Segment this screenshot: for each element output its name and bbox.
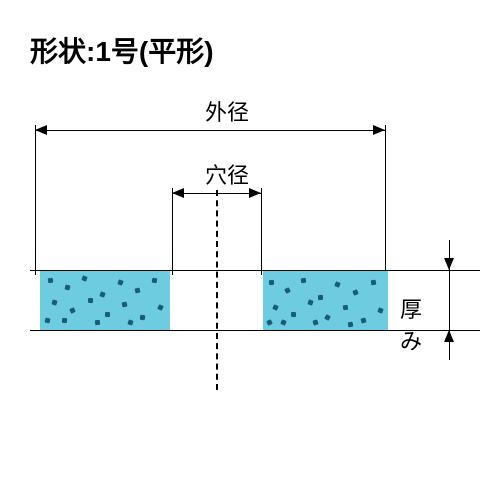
hole-diameter-label: 穴径 [205, 158, 249, 190]
speckle [88, 298, 93, 303]
speckle [45, 318, 51, 324]
thickness-label: 厚み [400, 292, 440, 356]
ext-line [35, 125, 36, 275]
diagram: 外径 穴径 厚み [20, 80, 440, 430]
wheel-section-right [263, 270, 388, 330]
center-axis-line [216, 190, 218, 390]
arrow-icon [35, 125, 47, 135]
speckle [134, 287, 140, 293]
speckle [284, 287, 291, 294]
diagram-title: 形状:1号(平形) [30, 30, 214, 70]
speckle [48, 278, 54, 284]
speckle [348, 322, 354, 328]
speckle [334, 281, 341, 288]
wheel-section-left [40, 270, 170, 330]
edge-line [30, 330, 480, 331]
speckle [280, 319, 287, 326]
arrow-icon [444, 330, 454, 342]
speckle [307, 299, 313, 305]
speckle [312, 319, 318, 325]
ext-line [172, 188, 173, 275]
speckle [127, 319, 133, 325]
speckle [266, 319, 273, 326]
speckle [157, 304, 164, 311]
speckle [360, 317, 366, 323]
outer-diameter-label: 外径 [205, 95, 249, 127]
speckle [81, 275, 87, 281]
ext-line [261, 188, 262, 275]
speckle [117, 279, 123, 285]
speckle [371, 280, 377, 286]
speckle [324, 314, 331, 321]
arrow-icon [444, 258, 454, 270]
edge-line [30, 270, 480, 271]
speckle [352, 289, 358, 295]
speckle [69, 307, 76, 314]
speckle [105, 312, 110, 317]
speckle [343, 305, 349, 311]
speckle [51, 299, 57, 305]
speckle [64, 284, 70, 290]
speckle [62, 318, 67, 323]
arrow-icon [373, 125, 385, 135]
speckle [291, 312, 296, 317]
speckle [99, 291, 105, 297]
speckle [121, 301, 127, 307]
outer-dim-line [35, 130, 385, 131]
speckle [377, 307, 383, 313]
ext-line [385, 125, 386, 275]
arrow-icon [172, 188, 184, 198]
speckle [301, 278, 307, 284]
arrow-icon [249, 188, 261, 198]
speckle [318, 295, 323, 300]
speckle [272, 304, 279, 311]
speckle [95, 320, 100, 325]
speckle [140, 315, 146, 321]
speckle [269, 280, 274, 285]
speckle [152, 278, 158, 284]
